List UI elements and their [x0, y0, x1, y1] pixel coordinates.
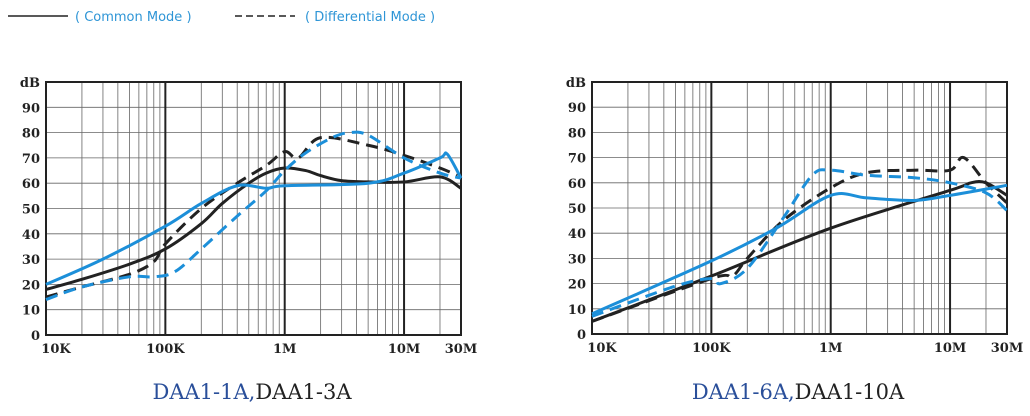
- series-black-dashed: [45, 135, 459, 299]
- plot-frame: [45, 81, 462, 336]
- y-tick-label: 70: [22, 152, 40, 167]
- y-tick-label: 0: [31, 329, 40, 344]
- y-tick-label: 10: [22, 304, 40, 319]
- x-tick-label: 1M: [273, 342, 296, 357]
- x-tick-label: 10M: [934, 341, 966, 356]
- y-tick-label: 20: [568, 278, 586, 293]
- y-axis-label: dB: [20, 76, 40, 91]
- y-tick-label: 90: [568, 101, 586, 116]
- legend-common-mode: ( Common Mode ): [75, 10, 192, 25]
- y-tick-label: 70: [568, 152, 586, 167]
- y-tick-label: 80: [22, 127, 40, 142]
- y-tick-label: 0: [577, 328, 586, 343]
- x-tick-label: 10M: [388, 342, 420, 357]
- y-tick-label: 50: [22, 203, 40, 218]
- x-tick-label: 1M: [819, 341, 842, 356]
- y-tick-label: 60: [568, 177, 586, 192]
- series-black-solid: [45, 166, 462, 291]
- y-tick-label: 30: [568, 252, 586, 267]
- series-blue-solid: [45, 151, 463, 286]
- series-blue-dashed: [591, 168, 1009, 318]
- x-tick-label: 30M: [991, 341, 1023, 356]
- legend: ( Common Mode ) ( Differential Mode ): [8, 10, 435, 25]
- series-blue-dashed: [45, 130, 462, 301]
- chart-right: 10K 100K 1M 10M 30M 0 10 20 30 40 50 60 70 80 90 dB: [566, 76, 1023, 356]
- y-tick-label: 80: [568, 126, 586, 141]
- x-tick-label: 100K: [692, 341, 731, 356]
- chart-left: 10K 100K 1M 10M 30M 0 10 20 30 40 50 60 70 80 90 dB: [20, 76, 477, 357]
- chart-right-title-part1: DAA1-6A,: [692, 380, 795, 404]
- chart-left-title-part1: DAA1-1A,: [153, 380, 256, 404]
- x-tick-label: 10K: [41, 342, 71, 357]
- series-blue-solid: [591, 183, 1008, 316]
- plot-frame: [591, 81, 1008, 335]
- x-tick-label: 30M: [445, 342, 477, 357]
- y-tick-label: 10: [568, 303, 586, 318]
- chart-left-title: DAA1-1A,DAA1-3A: [153, 380, 353, 404]
- y-tick-label: 90: [22, 101, 40, 116]
- legend-differential-mode: ( Differential Mode ): [305, 10, 435, 25]
- series-black-dashed: [591, 155, 1009, 323]
- y-tick-label: 40: [22, 228, 40, 243]
- x-tick-label: 100K: [146, 342, 185, 357]
- y-tick-label: 20: [22, 278, 40, 293]
- y-axis-label: dB: [566, 76, 586, 91]
- y-tick-label: 30: [22, 253, 40, 268]
- chart-right-title-part2: DAA1-10A: [795, 380, 905, 404]
- chart-right-title: DAA1-6A,DAA1-10A: [692, 380, 905, 404]
- y-tick-label: 60: [22, 177, 40, 192]
- y-tick-label: 40: [568, 227, 586, 242]
- x-tick-label: 10K: [587, 341, 617, 356]
- y-tick-label: 50: [568, 202, 586, 217]
- chart-left-title-part2: DAA1-3A: [255, 380, 352, 404]
